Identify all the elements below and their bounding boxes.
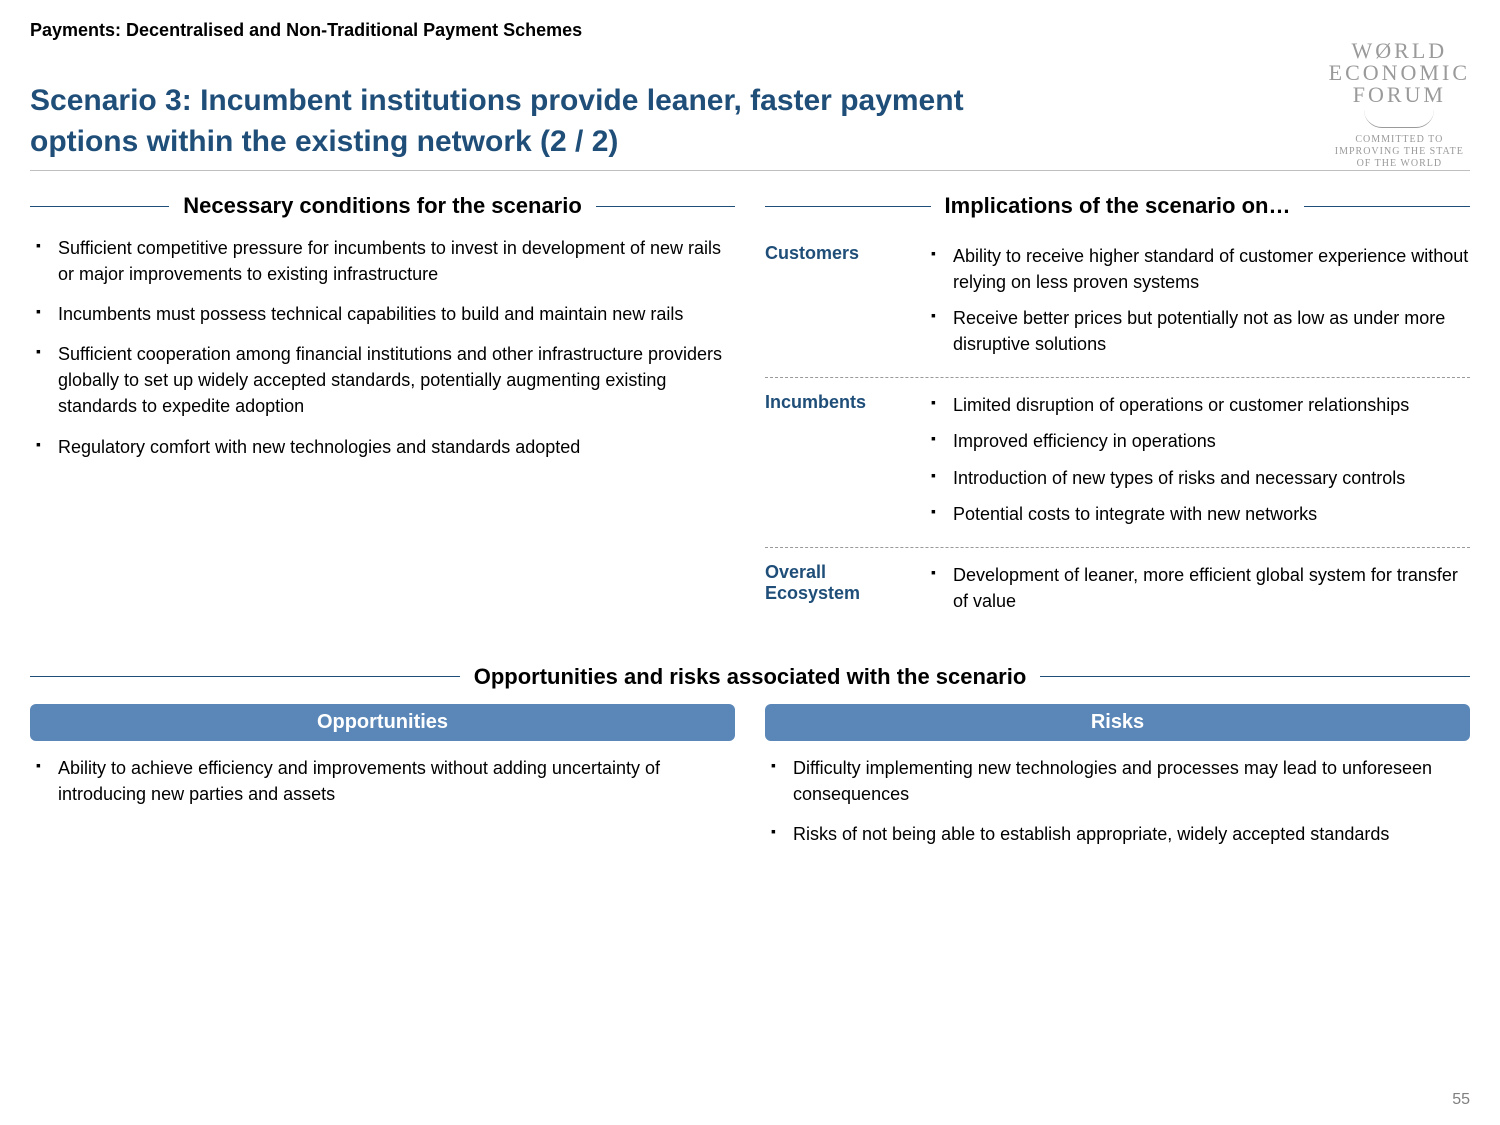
implication-body: Limited disruption of operations or cust… <box>925 392 1470 536</box>
logo-arc <box>1364 110 1434 128</box>
wef-logo: WØRLD ECONOMIC FORUM COMMITTED TO IMPROV… <box>1329 40 1470 170</box>
implication-row-ecosystem: Overall Ecosystem Development of leaner,… <box>765 547 1470 634</box>
implications-heading: Implications of the scenario on… <box>765 193 1470 219</box>
logo-tag3: OF THE WORLD <box>1329 158 1470 170</box>
opportunities-col: Opportunities Ability to achieve efficie… <box>30 704 735 861</box>
risks-pill: Risks <box>765 704 1470 741</box>
implication-body: Development of leaner, more efficient gl… <box>925 562 1470 624</box>
heading-line <box>596 206 735 207</box>
implication-row-incumbents: Incumbents Limited disruption of operati… <box>765 377 1470 546</box>
risks-col: Risks Difficulty implementing new techno… <box>765 704 1470 861</box>
conditions-heading: Necessary conditions for the scenario <box>30 193 735 219</box>
opportunities-pill: Opportunities <box>30 704 735 741</box>
heading-text: Necessary conditions for the scenario <box>183 193 582 219</box>
header-strip: Payments: Decentralised and Non-Traditio… <box>30 20 1470 41</box>
opportunities-list: Ability to achieve efficiency and improv… <box>30 755 735 807</box>
implication-label: Overall Ecosystem <box>765 562 905 624</box>
heading-line <box>30 206 169 207</box>
heading-line <box>1304 206 1470 207</box>
heading-text: Opportunities and risks associated with … <box>474 664 1027 690</box>
implication-body: Ability to receive higher standard of cu… <box>925 243 1470 367</box>
list-item: Potential costs to integrate with new ne… <box>953 501 1470 527</box>
page-number: 55 <box>1452 1091 1470 1109</box>
list-item: Ability to achieve efficiency and improv… <box>58 755 735 807</box>
list-item: Receive better prices but potentially no… <box>953 305 1470 357</box>
heading-line <box>1040 676 1470 677</box>
list-item: Development of leaner, more efficient gl… <box>953 562 1470 614</box>
list-item: Difficulty implementing new technologies… <box>793 755 1470 807</box>
list-item: Sufficient cooperation among financial i… <box>58 341 735 419</box>
list-item: Ability to receive higher standard of cu… <box>953 243 1470 295</box>
conditions-col: Necessary conditions for the scenario Su… <box>30 193 735 634</box>
list-item: Incumbents must possess technical capabi… <box>58 301 735 327</box>
opp-risk-cols: Opportunities Ability to achieve efficie… <box>30 704 1470 861</box>
list-item: Sufficient competitive pressure for incu… <box>58 235 735 287</box>
conditions-list: Sufficient competitive pressure for incu… <box>30 235 735 460</box>
logo-line2: ECONOMIC <box>1329 62 1470 84</box>
main-two-col: Necessary conditions for the scenario Su… <box>30 193 1470 634</box>
implication-label: Customers <box>765 243 905 367</box>
list-item: Introduction of new types of risks and n… <box>953 465 1470 491</box>
logo-tag2: IMPROVING THE STATE <box>1329 146 1470 158</box>
logo-line3: FORUM <box>1329 84 1470 106</box>
list-item: Regulatory comfort with new technologies… <box>58 434 735 460</box>
title-rule <box>30 170 1470 171</box>
list-item: Limited disruption of operations or cust… <box>953 392 1470 418</box>
heading-text: Implications of the scenario on… <box>945 193 1291 219</box>
list-item: Improved efficiency in operations <box>953 428 1470 454</box>
implications-col: Implications of the scenario on… Custome… <box>765 193 1470 634</box>
opp-risk-heading: Opportunities and risks associated with … <box>30 664 1470 690</box>
list-item: Risks of not being able to establish app… <box>793 821 1470 847</box>
logo-line1: WØRLD <box>1329 40 1470 62</box>
logo-tag1: COMMITTED TO <box>1329 134 1470 146</box>
heading-line <box>765 206 931 207</box>
implication-label: Incumbents <box>765 392 905 536</box>
implication-row-customers: Customers Ability to receive higher stan… <box>765 235 1470 377</box>
heading-line <box>30 676 460 677</box>
slide-title: Scenario 3: Incumbent institutions provi… <box>30 81 1080 162</box>
risks-list: Difficulty implementing new technologies… <box>765 755 1470 847</box>
